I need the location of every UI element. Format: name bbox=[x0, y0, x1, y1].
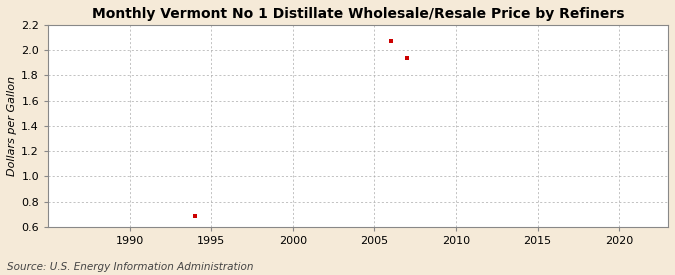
Title: Monthly Vermont No 1 Distillate Wholesale/Resale Price by Refiners: Monthly Vermont No 1 Distillate Wholesal… bbox=[92, 7, 624, 21]
Y-axis label: Dollars per Gallon: Dollars per Gallon bbox=[7, 76, 17, 176]
Text: Source: U.S. Energy Information Administration: Source: U.S. Energy Information Administ… bbox=[7, 262, 253, 272]
